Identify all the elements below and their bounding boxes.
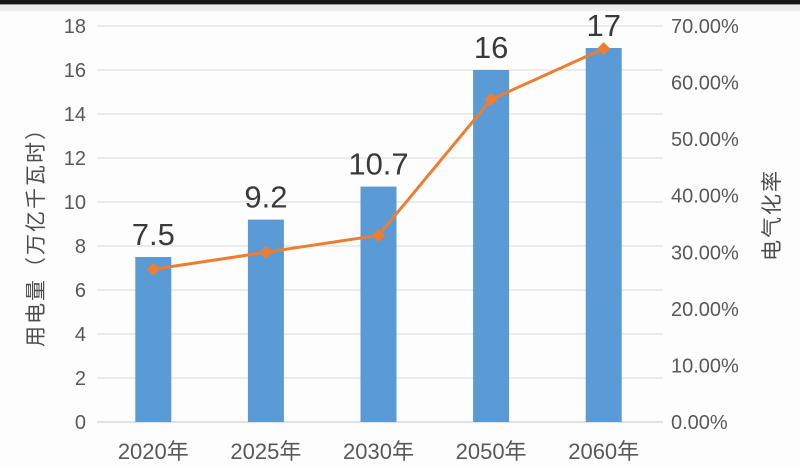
bar bbox=[360, 186, 397, 422]
y-axis-tick-label: 16 bbox=[64, 60, 86, 82]
y-axis-tick-label: 2 bbox=[75, 368, 86, 390]
y-axis-tick-label: 0 bbox=[75, 412, 86, 434]
y-axis-tick-label: 6 bbox=[75, 280, 86, 302]
y-axis-tick-label: 10 bbox=[64, 192, 86, 214]
line-marker bbox=[597, 42, 611, 56]
line-marker bbox=[372, 228, 385, 242]
x-axis-label: 2025年 bbox=[230, 439, 301, 464]
bar-value-label: 17 bbox=[586, 8, 620, 43]
x-axis-label: 2050年 bbox=[456, 439, 527, 464]
bar-value-label: 9.2 bbox=[244, 180, 287, 215]
bar bbox=[473, 70, 510, 422]
y-axis-tick-label: 12 bbox=[64, 148, 86, 170]
y-axis-tick-label: 14 bbox=[64, 104, 86, 126]
y-axis-tick-label: 18 bbox=[64, 16, 86, 38]
x-axis-label: 2060年 bbox=[568, 439, 639, 464]
y-axis-tick-label: 8 bbox=[75, 236, 86, 258]
line-marker bbox=[259, 245, 273, 259]
top-border-strip-mid bbox=[0, 4, 800, 5]
pct-axis-tick-label: 20.00% bbox=[671, 299, 739, 321]
top-border-strip-light bbox=[0, 5, 800, 11]
x-axis-label: 2030年 bbox=[343, 439, 414, 464]
bar-value-label: 7.5 bbox=[132, 217, 175, 252]
bar bbox=[585, 48, 622, 422]
pct-axis-tick-label: 0.00% bbox=[671, 412, 728, 434]
left-axis-title: 用电量（万亿千瓦时） bbox=[24, 117, 48, 347]
pct-axis-tick-label: 50.00% bbox=[671, 129, 739, 151]
pct-axis-tick-label: 70.00% bbox=[671, 16, 739, 38]
pct-axis-tick-label: 10.00% bbox=[671, 355, 739, 377]
y-axis-tick-label: 4 bbox=[75, 324, 86, 346]
x-axis-label: 2020年 bbox=[118, 439, 189, 464]
bar-value-label: 10.7 bbox=[348, 147, 408, 182]
line-marker bbox=[484, 93, 498, 107]
bar bbox=[135, 257, 172, 422]
line-marker bbox=[146, 262, 160, 276]
bar-value-label: 16 bbox=[474, 30, 508, 65]
pct-axis-tick-label: 30.00% bbox=[671, 242, 739, 264]
pct-axis-tick-label: 60.00% bbox=[671, 73, 739, 95]
pct-axis-tick-label: 40.00% bbox=[671, 186, 739, 208]
top-border-strip bbox=[0, 0, 800, 4]
right-axis-title: 电气化率 bbox=[760, 169, 784, 261]
